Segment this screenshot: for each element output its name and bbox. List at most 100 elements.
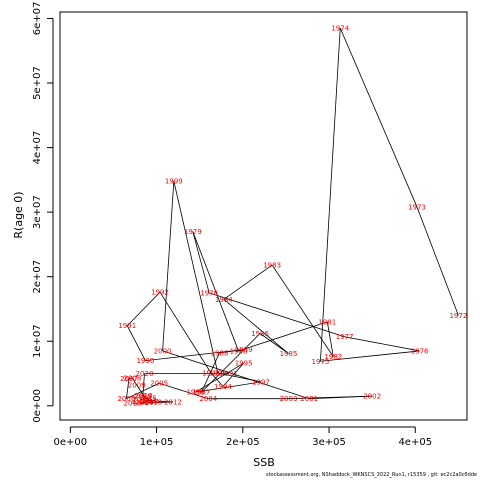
trajectory-segment	[320, 28, 341, 362]
year-label: 2017	[141, 398, 159, 406]
year-label: 2013	[124, 400, 142, 408]
trajectory-segment	[222, 362, 244, 387]
year-label: 2010	[135, 392, 153, 400]
y-axis-title: R(age 0)	[12, 191, 25, 238]
y-tick-label: 2e+07	[32, 260, 43, 294]
year-label: 1977	[336, 333, 354, 341]
trajectory-segment	[125, 378, 130, 399]
trajectory-segment	[192, 231, 239, 352]
year-label: 2011	[139, 397, 157, 405]
trajectory-segment	[159, 382, 209, 400]
year-label: 1983	[263, 262, 281, 270]
year-label: 2000	[154, 347, 172, 355]
trajectory-segment	[223, 264, 273, 300]
year-label: 1984	[215, 296, 233, 304]
y-tick-label: 5e+07	[32, 66, 43, 100]
trajectory-segment	[126, 291, 161, 327]
year-label: 1978	[200, 289, 218, 297]
year-label: 1979	[184, 228, 202, 236]
year-label: 1990	[136, 357, 154, 365]
y-tick-label: 4e+07	[32, 131, 43, 165]
year-label: 1993	[202, 369, 220, 377]
trajectory-segment	[192, 231, 210, 293]
year-label: 2008	[124, 375, 142, 383]
trajectory-segment	[209, 292, 345, 338]
y-tick-label: 1e+07	[32, 324, 43, 358]
year-label: 2005	[150, 380, 168, 388]
trajectory-segment	[288, 395, 373, 400]
year-label: 1980	[230, 347, 248, 355]
year-label: 1981	[318, 318, 336, 326]
year-label: 2016	[132, 396, 150, 404]
year-label: 2012	[164, 398, 182, 406]
trajectory-segment	[140, 398, 150, 402]
year-label: 1989	[235, 346, 253, 354]
year-label: 1996	[186, 389, 204, 397]
plot-area	[59, 11, 468, 421]
trajectory-segment	[238, 321, 328, 352]
year-label: 2003	[280, 395, 298, 403]
year-label: 2009	[128, 382, 146, 390]
axes: 0e+00 1e+05 2e+05 3e+05 4e+05 0e+00 1e+07 2e+07…	[32, 2, 432, 448]
year-label: 2006	[117, 395, 135, 403]
trajectory-segment	[162, 350, 310, 400]
trajectory-segment	[320, 350, 420, 362]
x-tick-label: 2e+05	[226, 437, 260, 448]
year-label: 1972	[449, 312, 467, 320]
year-label: 1988	[211, 349, 229, 357]
year-label: 2007	[120, 375, 138, 383]
trajectory-segment	[126, 325, 146, 361]
trajectory-segment	[223, 298, 289, 354]
trajectory-segment	[128, 377, 133, 380]
x-tick-label: 4e+05	[398, 437, 432, 448]
year-label: 2001	[300, 395, 318, 403]
year-label: 1991	[118, 322, 136, 330]
year-label: 1973	[408, 203, 426, 211]
x-tick-label: 0e+00	[54, 437, 88, 448]
year-label: 2019	[134, 393, 152, 401]
year-label: 1994	[214, 383, 232, 391]
year-label: 1986	[251, 330, 269, 338]
trajectory-segment	[271, 264, 334, 357]
plot-frame	[59, 11, 468, 421]
trajectory-segment	[132, 402, 145, 404]
year-label: 1976	[411, 347, 429, 355]
footer-credit: stockassessment.org, NShaddock_WKNSCS_20…	[265, 472, 477, 478]
trajectory-segment	[162, 181, 175, 351]
year-label: 1998	[209, 369, 227, 377]
x-axis-title: SSB	[253, 456, 275, 469]
trajectory-segment	[344, 336, 420, 352]
trajectory-segment	[195, 381, 261, 393]
trajectory-segment	[339, 27, 418, 208]
year-label: 2020	[136, 370, 154, 378]
trajectory-segment	[195, 362, 244, 393]
y-tick-label: 3e+07	[32, 195, 43, 229]
trajectory-segment	[159, 291, 212, 374]
year-label: 1997	[252, 378, 270, 386]
year-label: 1985	[280, 350, 298, 358]
year-label: 2004	[199, 395, 217, 403]
trajectory-segment	[136, 384, 144, 396]
year-label: 2018	[144, 398, 162, 406]
trajectory-segment	[416, 206, 459, 316]
year-label: 2015	[139, 395, 157, 403]
trajectory-segment	[173, 181, 219, 373]
trajectory-segment	[132, 377, 138, 386]
trajectory-segment	[145, 349, 244, 362]
trajectory-segment	[142, 373, 145, 397]
year-label: 1974	[331, 25, 349, 33]
x-tick-label: 1e+05	[140, 437, 174, 448]
year-label: 1987	[193, 389, 211, 397]
year-label: 1995	[235, 360, 253, 368]
year-label: 1975	[311, 358, 329, 366]
year-label: 1999	[165, 178, 183, 186]
year-labels: 1972 1973 1974 1975 1976 1977 1978 1979 1980 1981…	[117, 25, 467, 408]
year-label: 2021	[220, 370, 238, 378]
year-label: 1992	[151, 289, 169, 297]
year-label: 2014	[136, 399, 154, 407]
trajectory-segment	[326, 321, 334, 357]
year-label: 1982	[324, 353, 342, 361]
trajectory-lines	[125, 27, 459, 404]
year-label: 2002	[363, 393, 381, 401]
